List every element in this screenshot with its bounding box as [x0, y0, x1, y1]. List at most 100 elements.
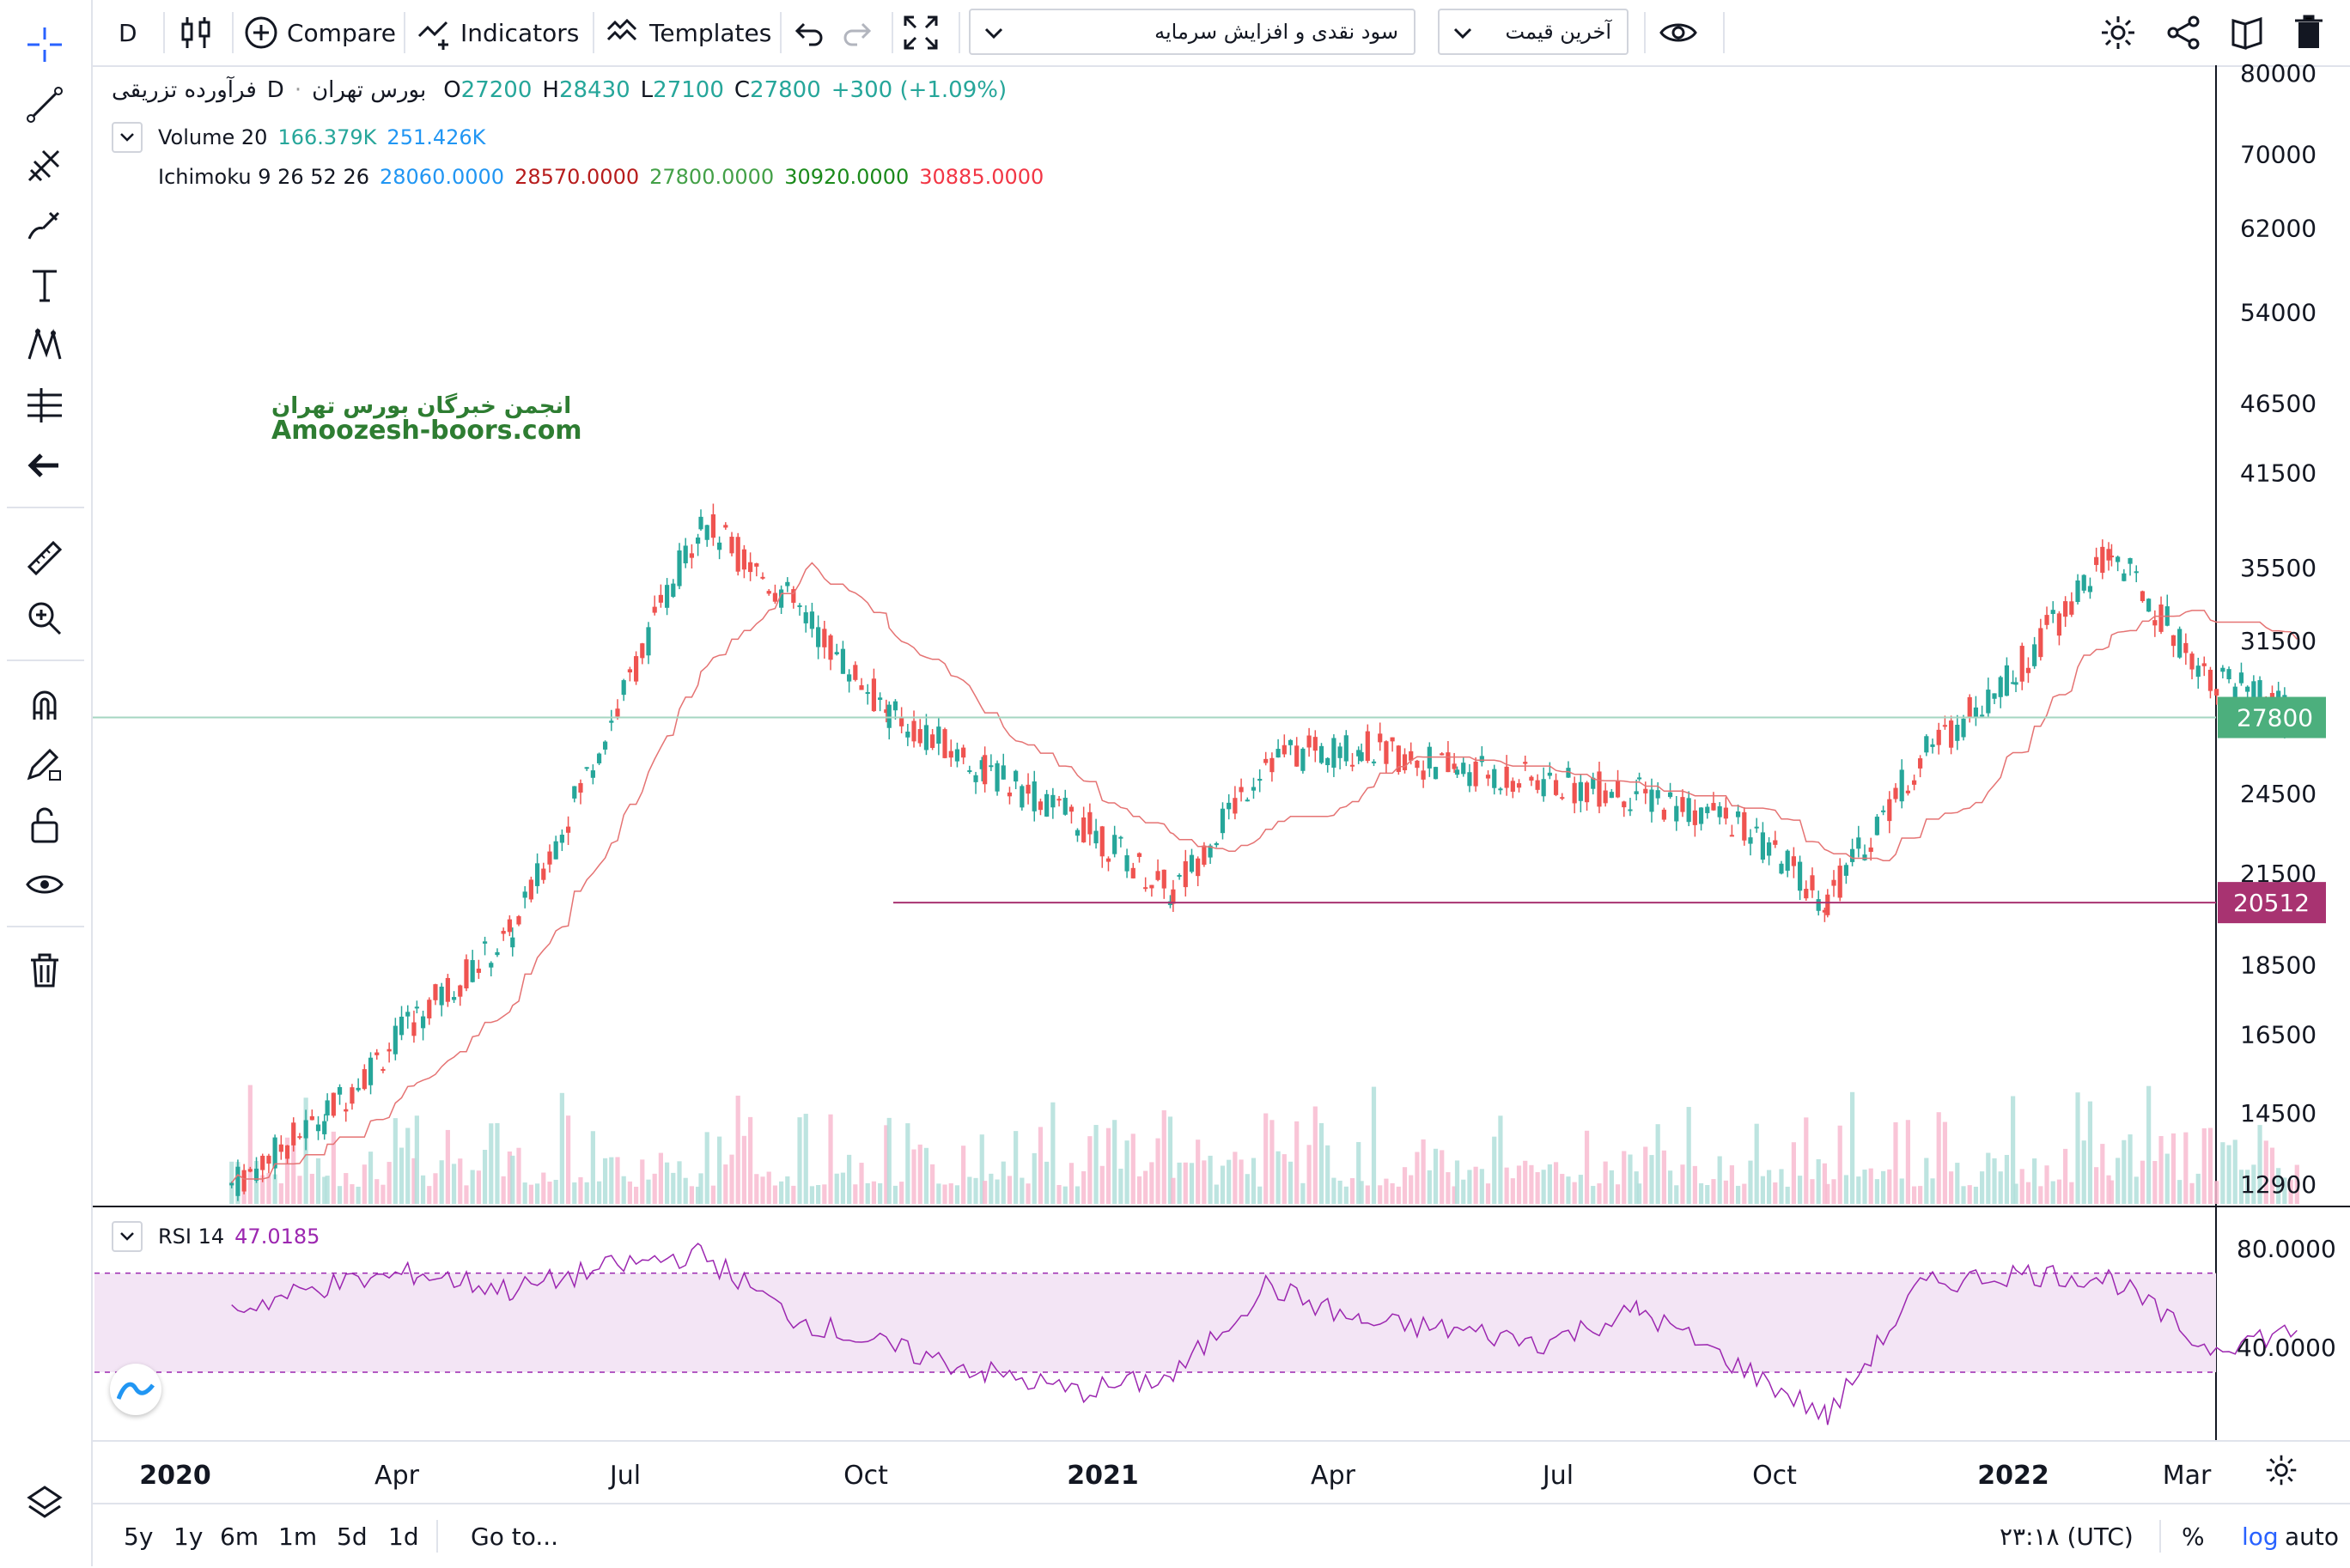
back-arrow-icon[interactable] [19, 440, 70, 491]
volume-bar [1955, 1163, 1960, 1204]
unlock-icon[interactable] [19, 799, 70, 850]
collapse-chevron-icon[interactable] [112, 1221, 143, 1252]
volume-bar [2004, 1154, 2010, 1204]
candle-body [482, 941, 488, 944]
ichimoku-lagging: 27800.0000 [649, 165, 775, 189]
candle-body [1591, 777, 1596, 789]
volume-bar [983, 1181, 988, 1204]
pattern-icon[interactable] [19, 319, 70, 371]
forecast-icon[interactable] [19, 380, 70, 431]
goto-button[interactable]: Go to... [471, 1522, 559, 1551]
candle-body [1998, 677, 2003, 697]
range-1y[interactable]: 1y [174, 1522, 204, 1551]
snapshot-book-icon[interactable] [2228, 0, 2266, 65]
crosshair-icon[interactable] [19, 19, 70, 70]
volume-bar [1081, 1170, 1087, 1204]
volume-bar [1149, 1162, 1154, 1204]
volume-bar [899, 1182, 904, 1204]
chart-type-icon[interactable] [179, 0, 213, 65]
redo-icon[interactable] [840, 0, 874, 65]
candle-body [1396, 745, 1401, 772]
candle-body [1331, 738, 1336, 768]
candle-body [1312, 737, 1318, 751]
utc-clock[interactable]: ۲۳:۱۸ (UTC) [2000, 1522, 2134, 1551]
eye-icon[interactable] [19, 859, 70, 910]
log-toggle[interactable]: log [2242, 1522, 2279, 1551]
candle-body [235, 1166, 240, 1196]
templates-button[interactable]: Templates [605, 0, 771, 65]
text-tool-icon[interactable] [19, 259, 70, 311]
lock-pencil-icon[interactable] [19, 738, 70, 790]
volume-bar [596, 1181, 602, 1204]
trash-icon[interactable] [19, 945, 70, 996]
volume-bar [1402, 1167, 1408, 1204]
candle-body [2081, 574, 2086, 591]
candle-body [1887, 799, 1892, 822]
candle-body [1038, 801, 1044, 811]
visibility-eye-icon[interactable] [1658, 0, 1699, 65]
range-5d[interactable]: 5d [337, 1522, 368, 1551]
candle-body [1275, 749, 1281, 758]
candle-body [510, 937, 515, 948]
delete-icon[interactable] [2292, 0, 2326, 65]
price-tick-label: 31500 [2240, 627, 2317, 655]
candle-body [2134, 571, 2139, 574]
candle-body [995, 763, 1000, 792]
candle-body [899, 717, 904, 726]
candle-body [522, 891, 527, 898]
tradingview-logo-icon[interactable] [110, 1364, 161, 1415]
volume-bar [1692, 1165, 1697, 1204]
candle-body [2038, 628, 2043, 658]
range-6m[interactable]: 6m [220, 1522, 259, 1551]
interval-button[interactable]: D [119, 18, 137, 47]
layers-icon[interactable] [19, 1477, 70, 1528]
brush-icon[interactable] [19, 199, 70, 251]
magnet-icon[interactable] [19, 678, 70, 730]
candle-body [1356, 750, 1361, 757]
volume-bar [387, 1162, 392, 1204]
zoom-in-icon[interactable] [19, 593, 70, 644]
indicators-button[interactable]: Indicators [416, 0, 579, 65]
range-5y[interactable]: 5y [124, 1522, 154, 1551]
candle-body [803, 612, 808, 623]
compare-button[interactable]: Compare [244, 0, 396, 65]
ruler-icon[interactable] [19, 532, 70, 584]
volume-bar [2011, 1096, 2016, 1204]
candle-body [878, 697, 883, 700]
candle-body [760, 576, 765, 579]
candle-body [2232, 686, 2237, 700]
volume-bar [309, 1173, 314, 1204]
candle-body [578, 782, 583, 793]
candle-body [2214, 689, 2219, 696]
undo-icon[interactable] [792, 0, 826, 65]
volume-bar [1251, 1158, 1257, 1204]
candle-body [1692, 810, 1697, 825]
volume-bar [2152, 1161, 2158, 1204]
volume-bar [1171, 1177, 1176, 1204]
pitchfork-icon[interactable] [19, 139, 70, 191]
candle-body [989, 765, 994, 768]
candle-body [2106, 549, 2111, 561]
volume-bar [414, 1115, 419, 1204]
settings-gear-icon[interactable] [2099, 0, 2137, 65]
volume-bar [1649, 1155, 1654, 1204]
price-type-dropdown[interactable]: آخرین قیمت [1438, 9, 1629, 55]
trend-line-icon[interactable] [19, 79, 70, 131]
axis-settings-icon[interactable] [2264, 1453, 2298, 1491]
range-1d[interactable]: 1d [388, 1522, 419, 1551]
volume-bar [1001, 1161, 1006, 1204]
percent-toggle[interactable]: % [2182, 1522, 2205, 1551]
dividends-dropdown[interactable]: سود نقدی و افزایش سرمایه [969, 9, 1415, 55]
candle-body [229, 1182, 234, 1186]
collapse-chevron-icon[interactable] [112, 122, 143, 153]
fullscreen-icon[interactable] [902, 0, 940, 65]
candle-body [2189, 653, 2195, 670]
auto-toggle[interactable]: auto [2285, 1522, 2340, 1551]
volume-bar [565, 1115, 571, 1204]
range-1m[interactable]: 1m [278, 1522, 318, 1551]
volume-bar [847, 1154, 852, 1204]
volume-bar [695, 1186, 701, 1204]
candle-body [1440, 753, 1445, 756]
share-icon[interactable] [2164, 0, 2202, 65]
